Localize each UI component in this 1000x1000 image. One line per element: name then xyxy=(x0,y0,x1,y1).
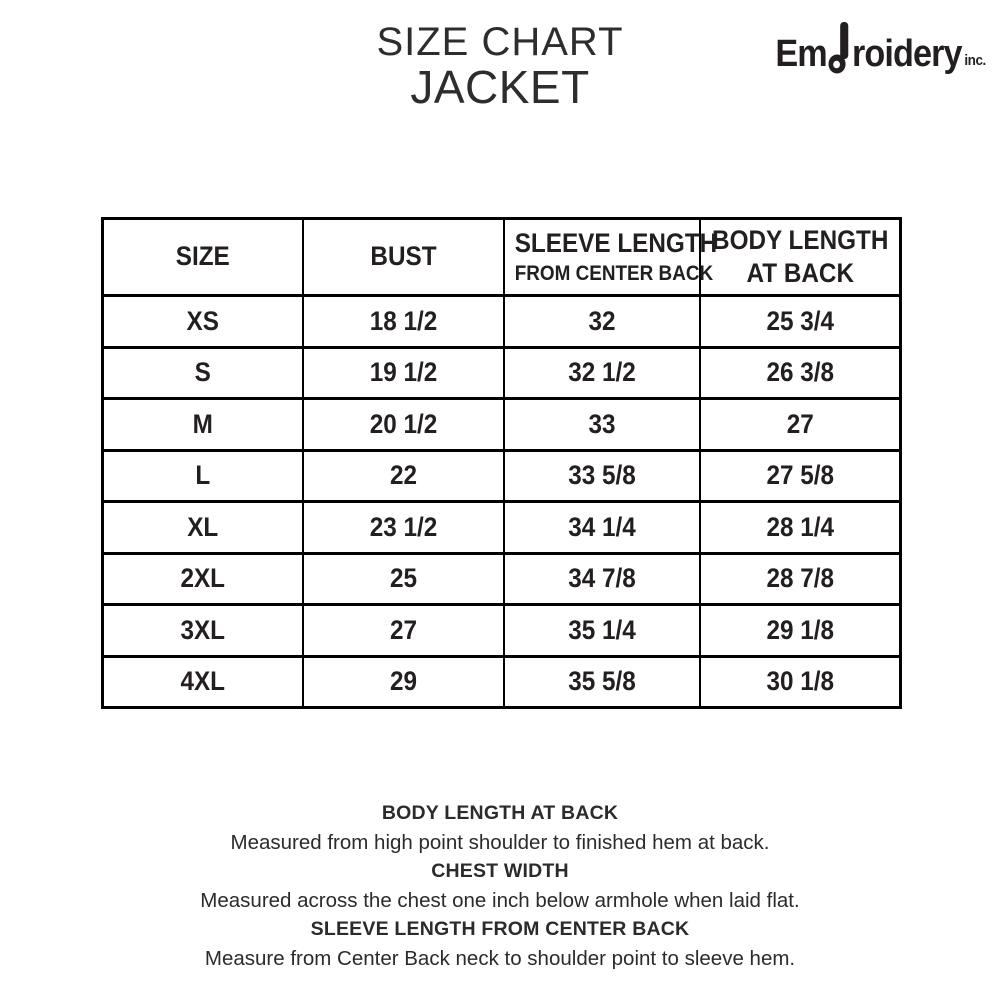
note-heading-body-length: BODY LENGTH AT BACK xyxy=(381,802,619,824)
table-row: XS 18 1/2 32 25 3/4 xyxy=(101,294,902,349)
bust-cell: 19 1/2 xyxy=(301,345,505,400)
size-cell: S xyxy=(101,345,304,400)
size-cell: 2XL xyxy=(101,551,304,606)
note-text-body-length: Measured from high point shoulder to fin… xyxy=(230,831,770,854)
sleeve-length-cell: 35 5/8 xyxy=(502,654,701,709)
measurement-notes: BODY LENGTH AT BACK Measured from high p… xyxy=(0,799,1000,973)
body-length-cell: 29 1/8 xyxy=(698,603,902,658)
body-length-cell: 30 1/8 xyxy=(698,654,902,709)
table-row: 3XL 27 35 1/4 29 1/8 xyxy=(101,603,902,658)
table-row: 2XL 25 34 7/8 28 7/8 xyxy=(101,551,902,606)
column-header-sublabel: FROM CENTER BACK xyxy=(514,261,713,285)
body-length-cell: 26 3/8 xyxy=(698,345,902,400)
bust-cell: 29 xyxy=(301,654,505,709)
sleeve-length-cell: 34 1/4 xyxy=(502,500,701,555)
table-row: L 22 33 5/8 27 5/8 xyxy=(101,448,902,503)
bust-cell: 27 xyxy=(301,603,505,658)
note-heading-chest-width: CHEST WIDTH xyxy=(431,860,569,882)
bust-cell: 25 xyxy=(301,551,505,606)
sleeve-length-cell: 33 5/8 xyxy=(502,448,701,503)
column-header-label: SLEEVE LENGTH xyxy=(514,228,717,259)
sleeve-length-cell: 35 1/4 xyxy=(502,603,701,658)
table-header-row: SIZE BUST SLEEVE LENGTH FROM CENTER BACK… xyxy=(101,217,902,297)
logo-text-inc: inc. xyxy=(964,52,987,69)
body-length-cell: 25 3/4 xyxy=(698,294,902,349)
body-length-cell: 28 1/4 xyxy=(698,500,902,555)
size-cell: L xyxy=(101,448,304,503)
column-header-label: BODY LENGTH xyxy=(711,225,888,256)
bust-cell: 23 1/2 xyxy=(301,500,505,555)
size-cell: XS xyxy=(101,294,304,349)
bust-cell: 20 1/2 xyxy=(301,397,505,452)
table-row: XL 23 1/2 34 1/4 28 1/4 xyxy=(101,500,902,555)
note-text-sleeve-length: Measure from Center Back neck to shoulde… xyxy=(204,947,796,970)
body-length-cell: 27 xyxy=(698,397,902,452)
size-cell: 4XL xyxy=(101,654,304,709)
column-header-sleeve-length: SLEEVE LENGTH FROM CENTER BACK xyxy=(502,217,717,297)
table-row: M 20 1/2 33 27 xyxy=(101,397,902,452)
body-length-cell: 27 5/8 xyxy=(698,448,902,503)
column-header-label: SIZE xyxy=(175,241,230,272)
sleeve-length-cell: 33 xyxy=(502,397,701,452)
column-header-bust: BUST xyxy=(301,217,505,297)
body-length-cell: 28 7/8 xyxy=(698,551,902,606)
page-title: SIZE CHART xyxy=(376,20,624,64)
column-header-size: SIZE xyxy=(101,217,304,297)
bust-cell: 22 xyxy=(301,448,505,503)
bust-cell: 18 1/2 xyxy=(301,294,505,349)
column-header-sublabel: AT BACK xyxy=(745,257,854,288)
sleeve-length-cell: 34 7/8 xyxy=(502,551,701,606)
page-subtitle: JACKET xyxy=(410,61,590,114)
size-chart-table: SIZE BUST SLEEVE LENGTH FROM CENTER BACK… xyxy=(101,217,902,709)
sleeve-length-cell: 32 xyxy=(502,294,701,349)
size-cell: XL xyxy=(101,500,304,555)
size-cell: M xyxy=(101,397,304,452)
note-text-chest-width: Measured across the chest one inch below… xyxy=(200,889,800,912)
brand-logo: Em roidery inc. xyxy=(775,22,987,75)
table-row: S 19 1/2 32 1/2 26 3/8 xyxy=(101,345,902,400)
table-row: 4XL 29 35 5/8 30 1/8 xyxy=(101,654,902,709)
size-cell: 3XL xyxy=(101,603,304,658)
column-header-body-length: BODY LENGTH AT BACK xyxy=(698,217,902,297)
logo-text-roidery: roidery xyxy=(852,33,963,75)
needle-hook-b-icon xyxy=(828,22,849,74)
note-heading-sleeve-length: SLEEVE LENGTH FROM CENTER BACK xyxy=(310,918,690,940)
sleeve-length-cell: 32 1/2 xyxy=(502,345,701,400)
logo-text-em: Em xyxy=(775,33,828,75)
page-header: SIZE CHART JACKET xyxy=(0,20,1000,114)
column-header-label: BUST xyxy=(369,241,437,272)
